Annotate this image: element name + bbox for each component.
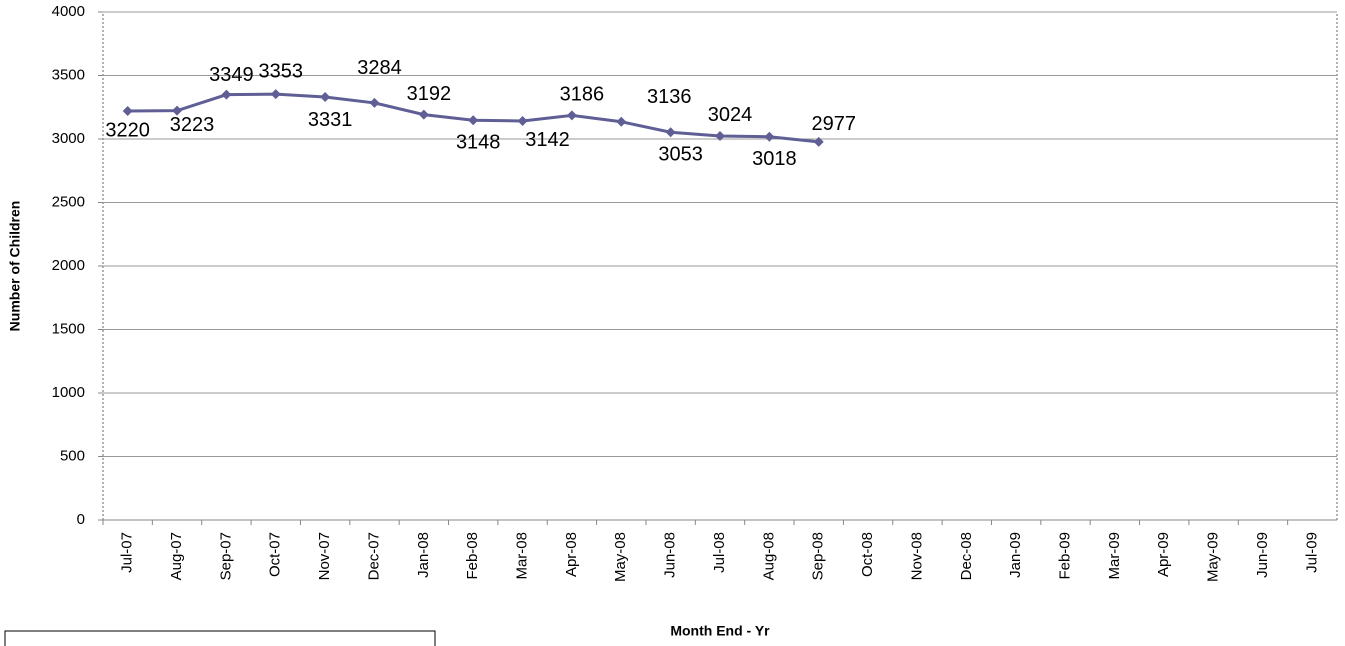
data-label: 3053 [658, 144, 703, 166]
data-label: 3148 [456, 131, 501, 153]
y-tick-label: 3500 [52, 66, 85, 83]
x-tick-label: Jul-09 [1303, 532, 1320, 573]
marker [616, 116, 627, 127]
marker [665, 127, 676, 138]
y-axis-title: Number of Children [7, 201, 23, 332]
y-tick-label: 2000 [52, 257, 85, 274]
x-tick-label: May-08 [612, 532, 629, 582]
y-tick-label: 500 [60, 447, 85, 464]
marker [715, 130, 725, 141]
x-tick-label: Aug-07 [168, 532, 185, 580]
x-tick-label: Apr-08 [563, 532, 580, 577]
data-label: 3136 [647, 86, 692, 108]
x-tick-label: Dec-07 [365, 532, 382, 580]
x-tick-label: Nov-08 [908, 532, 925, 580]
data-label: 3142 [525, 129, 570, 151]
data-label: 2977 [811, 113, 856, 135]
x-axis-title: Month End - Yr [670, 623, 770, 639]
marker [221, 89, 232, 100]
y-tick-label: 2500 [52, 193, 85, 210]
x-tick-label: Sep-08 [810, 532, 827, 580]
x-tick-label: Jul-07 [119, 532, 136, 573]
y-tick-label: 0 [77, 511, 85, 528]
data-label: 3186 [560, 84, 605, 106]
marker [122, 106, 133, 117]
x-tick-label: Mar-08 [514, 532, 531, 580]
y-tick-label: 4000 [52, 3, 85, 20]
data-label: 3331 [308, 109, 353, 131]
data-label: 3024 [708, 104, 753, 126]
marker [172, 105, 183, 116]
x-tick-label: Jun-09 [1254, 532, 1271, 578]
y-tick-label: 1500 [52, 320, 85, 337]
data-label: 3223 [170, 114, 215, 136]
x-tick-label: Nov-07 [316, 532, 333, 580]
marker [369, 97, 380, 108]
x-tick-label: Jul-08 [711, 532, 728, 573]
marker [468, 115, 479, 126]
legend-box [4, 630, 436, 646]
x-tick-label: Dec-08 [958, 532, 975, 580]
x-tick-label: Jan-09 [1007, 532, 1024, 578]
marker [270, 89, 281, 100]
x-tick-label: May-09 [1205, 532, 1222, 582]
x-tick-label: Sep-07 [217, 532, 234, 580]
data-label: 3349 [209, 64, 254, 86]
x-tick-label: Apr-09 [1155, 532, 1172, 577]
marker [764, 131, 775, 142]
x-tick-label: Aug-08 [760, 532, 777, 580]
x-tick-label: Oct-08 [859, 532, 876, 577]
marker [418, 109, 429, 120]
x-tick-label: Oct-07 [267, 532, 284, 577]
data-label: 3284 [357, 57, 402, 79]
marker [813, 136, 824, 147]
data-label: 3220 [105, 119, 150, 141]
marker [320, 91, 331, 102]
y-tick-label: 1000 [52, 384, 85, 401]
data-label: 3353 [259, 60, 304, 82]
x-tick-label: Jun-08 [662, 532, 679, 578]
y-tick-label: 3000 [52, 130, 85, 147]
x-tick-label: Mar-09 [1106, 532, 1123, 580]
x-tick-label: Jan-08 [415, 532, 432, 578]
marker [517, 115, 528, 126]
x-tick-label: Feb-08 [464, 532, 481, 580]
x-tick-label: Feb-09 [1056, 532, 1073, 580]
data-label: 3192 [407, 83, 452, 105]
data-label: 3018 [752, 148, 797, 170]
marker [566, 110, 577, 121]
